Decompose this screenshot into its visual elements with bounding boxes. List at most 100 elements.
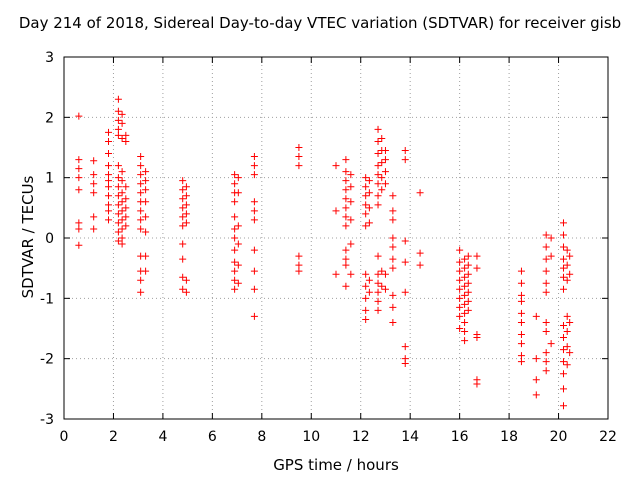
data-point — [179, 273, 187, 281]
data-point — [90, 171, 98, 179]
data-point — [114, 174, 122, 182]
x-axis-label: GPS time / hours — [273, 456, 399, 474]
data-point — [563, 246, 571, 254]
data-point — [142, 228, 150, 236]
data-point — [234, 174, 242, 182]
data-point — [342, 261, 350, 269]
data-point — [182, 183, 190, 191]
data-point — [114, 219, 122, 227]
data-point — [342, 255, 350, 263]
y-tick-label: -3 — [40, 412, 54, 428]
data-point — [118, 198, 126, 206]
data-point — [137, 276, 145, 284]
data-point — [517, 340, 525, 348]
data-point — [114, 131, 122, 139]
x-tick-label: 8 — [257, 429, 266, 445]
data-point — [389, 264, 397, 272]
data-point — [401, 288, 409, 296]
data-point — [231, 213, 239, 221]
data-point — [234, 222, 242, 230]
data-point — [547, 234, 555, 242]
data-point — [105, 183, 113, 191]
data-point — [231, 225, 239, 233]
data-point — [342, 282, 350, 290]
data-point — [456, 285, 464, 293]
data-point — [347, 216, 355, 224]
data-point — [114, 237, 122, 245]
data-point — [389, 243, 397, 251]
x-tick-label: 4 — [158, 429, 167, 445]
data-point — [559, 358, 567, 366]
data-point — [114, 192, 122, 200]
data-point — [362, 315, 370, 323]
data-point — [231, 171, 239, 179]
data-point — [122, 183, 130, 191]
data-point — [118, 168, 126, 176]
data-point — [566, 349, 574, 357]
y-axis-ticks: -3 -2 -1 0 1 2 3 — [40, 50, 608, 428]
data-point — [179, 195, 187, 203]
data-point — [461, 337, 469, 345]
data-point — [401, 147, 409, 155]
data-point — [137, 162, 145, 170]
data-point — [342, 186, 350, 194]
data-point — [559, 273, 567, 281]
data-point — [559, 231, 567, 239]
data-point — [401, 156, 409, 164]
data-point — [464, 279, 472, 287]
data-point — [374, 252, 382, 260]
data-point — [389, 234, 397, 242]
x-tick-label: 14 — [401, 429, 419, 445]
data-point — [461, 255, 469, 263]
data-point — [461, 273, 469, 281]
data-point — [105, 137, 113, 145]
data-point — [401, 343, 409, 351]
data-point — [182, 192, 190, 200]
data-point — [464, 306, 472, 314]
y-tick-label: 2 — [45, 110, 54, 126]
data-point — [75, 219, 83, 227]
data-point — [75, 225, 83, 233]
data-point — [250, 198, 258, 206]
data-point — [464, 297, 472, 305]
data-point — [182, 210, 190, 218]
data-point — [362, 294, 370, 302]
y-tick-label: -1 — [40, 291, 54, 307]
y-tick-label: 0 — [45, 231, 54, 247]
data-point — [374, 162, 382, 170]
data-point — [473, 252, 481, 260]
data-point — [142, 168, 150, 176]
data-point — [517, 352, 525, 360]
data-point — [401, 258, 409, 266]
data-point — [137, 225, 145, 233]
data-point — [137, 189, 145, 197]
data-point — [250, 246, 258, 254]
chart-title: Day 214 of 2018, Sidereal Day-to-day VTE… — [18, 14, 622, 32]
data-point — [114, 125, 122, 133]
data-point — [517, 318, 525, 326]
data-point — [563, 343, 571, 351]
data-point — [532, 391, 540, 399]
data-point — [374, 288, 382, 296]
data-point — [114, 162, 122, 170]
data-point — [342, 246, 350, 254]
data-point — [347, 240, 355, 248]
data-point — [332, 207, 340, 215]
y-tick-label: -2 — [40, 352, 54, 368]
data-point — [75, 174, 83, 182]
x-axis-ticks: 0 2 4 6 8 10 12 14 16 18 20 22 — [60, 57, 617, 445]
data-point — [517, 309, 525, 317]
data-point — [295, 162, 303, 170]
data-point — [122, 137, 130, 145]
data-point — [342, 222, 350, 230]
data-point — [342, 156, 350, 164]
data-point — [295, 261, 303, 269]
data-point — [374, 297, 382, 305]
data-point — [342, 177, 350, 185]
data-point — [231, 234, 239, 242]
data-point — [381, 285, 389, 293]
data-point — [362, 201, 370, 209]
data-point — [137, 216, 145, 224]
data-point — [105, 207, 113, 215]
data-point — [114, 201, 122, 209]
